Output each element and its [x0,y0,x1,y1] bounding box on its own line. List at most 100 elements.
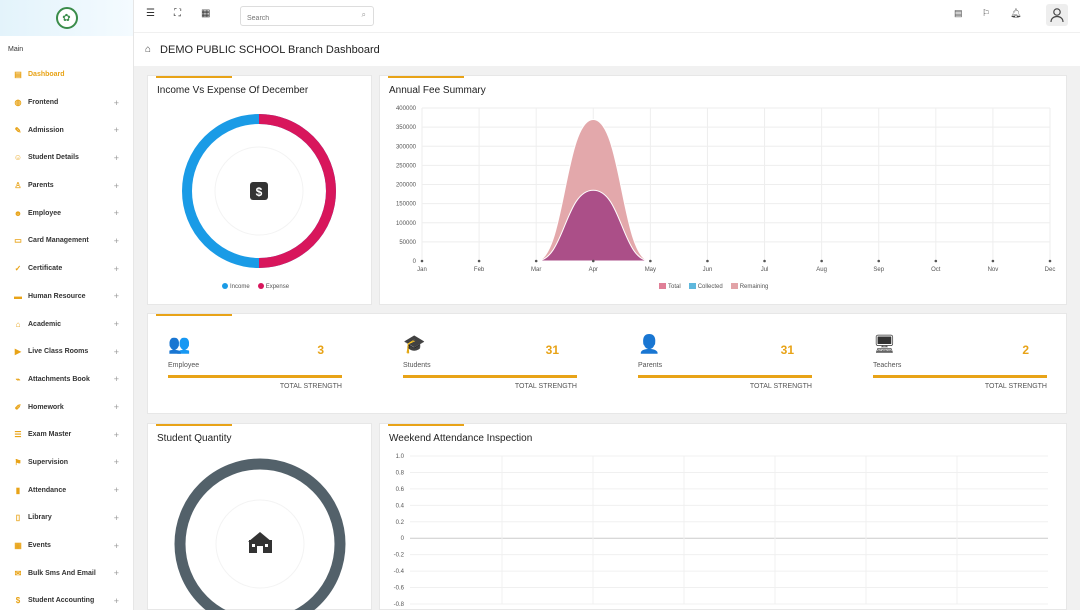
sidebar-item-bulk-sms-and-email[interactable]: ✉ Bulk Sms And Email + [0,559,133,587]
bell-icon[interactable]: 🔔︎ [1010,8,1022,18]
apps-grid-icon[interactable]: ▦ [201,8,211,19]
fullscreen-icon[interactable]: ⛶ [174,8,181,19]
sidebar-item-frontend[interactable]: ◍ Frontend + [0,89,133,117]
legend-income[interactable]: Income [222,283,250,290]
school-logo[interactable]: ✿ [0,0,133,36]
svg-text:$: $ [256,185,263,199]
data-point[interactable] [991,259,995,263]
weekend-attendance-card: Weekend Attendance Inspection 1.0 0.8 0.6 0… [379,423,1067,610]
expand-plus-icon[interactable]: + [113,512,119,523]
stat-subtitle: TOTAL STRENGTH [279,383,342,390]
legend-total[interactable]: Total [659,283,681,290]
sidebar-item-admission[interactable]: ✎ Admission + [0,116,133,144]
calendar-icon[interactable]: ▤ [954,8,963,18]
expand-plus-icon[interactable]: + [113,485,119,496]
expand-plus-icon[interactable]: + [113,208,119,219]
expand-plus-icon[interactable]: + [113,263,119,274]
expand-plus-icon[interactable]: + [113,374,119,385]
expand-plus-icon[interactable]: + [113,291,119,302]
data-point[interactable] [591,259,595,263]
expand-plus-icon[interactable]: + [113,180,119,191]
series-collected-area[interactable] [421,189,1050,262]
data-point[interactable] [763,259,766,263]
x-tick-label: Feb [474,267,485,273]
home-icon[interactable]: ⌂ [145,44,152,55]
student-quantity-title: Student Quantity [157,433,232,444]
expand-plus-icon[interactable]: + [113,402,119,413]
data-point[interactable] [420,259,424,263]
search-input[interactable] [241,9,351,28]
stat-label: Parents [638,362,663,369]
x-tick-label: Nov [988,267,999,273]
sidebar-item-homework[interactable]: ✐ Homework + [0,393,133,421]
sidebar-item-student-details[interactable]: ☺ Student Details + [0,144,133,172]
expand-plus-icon[interactable]: + [113,457,119,468]
expand-plus-icon[interactable]: + [113,346,119,357]
expand-plus-icon[interactable]: + [113,235,119,246]
sidebar-item-label: Supervision [28,458,69,466]
sidebar-item-label: Certificate [28,265,63,273]
flag-icon[interactable]: ⚐ [982,8,991,18]
series-total-area[interactable] [421,118,1050,262]
expand-plus-icon[interactable]: + [113,429,119,440]
legend-remaining[interactable]: Remaining [730,283,768,290]
data-point[interactable] [820,259,823,263]
expand-plus-icon[interactable]: + [113,97,119,108]
sidebar-menu: ▤ Dashboard ◍ Frontend + ✎ Admission + ☺ Student … [0,61,133,610]
sidebar-item-library[interactable]: ▯ Library + [0,504,133,532]
x-tick-label: Dec [1045,267,1056,273]
expand-plus-icon[interactable]: + [113,540,119,551]
y-tick-label: 0.4 [396,503,405,509]
sidebar-item-employee[interactable]: ☻ Employee + [0,199,133,227]
student-quantity-donut [174,458,346,610]
data-point[interactable] [649,259,652,263]
sms-icon: ✉ [14,568,22,578]
stat-progress-bar [638,375,812,378]
sidebar-item-human-resource[interactable]: ▬ Human Resource + [0,283,133,311]
expand-plus-icon[interactable]: + [113,152,119,163]
expand-plus-icon[interactable]: + [113,568,119,579]
x-tick-label: Mar [531,267,541,273]
sidebar-item-parents[interactable]: ♙ Parents + [0,172,133,200]
sidebar-item-events[interactable]: ▦ Events + [0,532,133,560]
sidebar-item-label: Employee [28,209,62,217]
sidebar-item-attachments-book[interactable]: ⌁ Attachments Book + [0,366,133,394]
sidebar-item-supervision[interactable]: ⚑ Supervision + [0,449,133,477]
topbar: ☰ ⛶ ▦ ⌕ ▤ ⚐ 🔔︎ [134,0,1080,32]
sidebar-section-label: Main [8,46,24,53]
dashboard-icon: ▤ [14,70,22,80]
user-avatar[interactable] [1046,4,1068,26]
legend-collected[interactable]: Collected [688,283,723,290]
sidebar-item-student-accounting[interactable]: $ Student Accounting + [0,587,133,610]
data-point[interactable] [1048,259,1052,263]
expand-plus-icon[interactable]: + [113,595,119,606]
menu-toggle-icon[interactable]: ☰ [146,8,155,19]
sidebar-item-exam-master[interactable]: ☰ Exam Master + [0,421,133,449]
weekend-attendance-chart: 1.0 0.8 0.6 0.4 0.2 0 -0.2 -0.4 -0.6 -0.8 [394,454,1048,608]
school-emblem-icon: ✿ [55,7,78,29]
student-quantity-arc[interactable] [174,458,346,610]
sidebar-item-label: Bulk Sms And Email [28,569,96,577]
search-icon[interactable]: ⌕ [361,10,366,19]
sidebar-item-attendance[interactable]: ▮ Attendance + [0,476,133,504]
legend-expense[interactable]: Expense [257,283,289,290]
stat-subtitle: TOTAL STRENGTH [749,383,812,390]
video-icon: ▶ [14,347,22,357]
hr-icon: ▬ [14,291,22,301]
data-point[interactable] [534,259,538,263]
sidebar-item-live-class-rooms[interactable]: ▶ Live Class Rooms + [0,338,133,366]
data-point[interactable] [877,259,881,263]
expand-plus-icon[interactable]: + [113,319,119,330]
sidebar-item-certificate[interactable]: ✓ Certificate + [0,255,133,283]
data-point[interactable] [706,259,709,263]
sidebar-item-dashboard[interactable]: ▤ Dashboard [0,61,133,89]
sidebar-item-card-management[interactable]: ▭ Card Management + [0,227,133,255]
expense-arc[interactable] [258,114,336,268]
expand-plus-icon[interactable]: + [113,125,119,136]
users-icon: ☻ [13,208,23,218]
sidebar-item-academic[interactable]: ⌂ Academic + [0,310,133,338]
data-point[interactable] [934,259,938,263]
y-tick-label: 200000 [396,183,417,189]
stat-employee: 👥 3 Employee TOTAL STRENGTH [148,314,342,414]
data-point[interactable] [477,259,481,263]
